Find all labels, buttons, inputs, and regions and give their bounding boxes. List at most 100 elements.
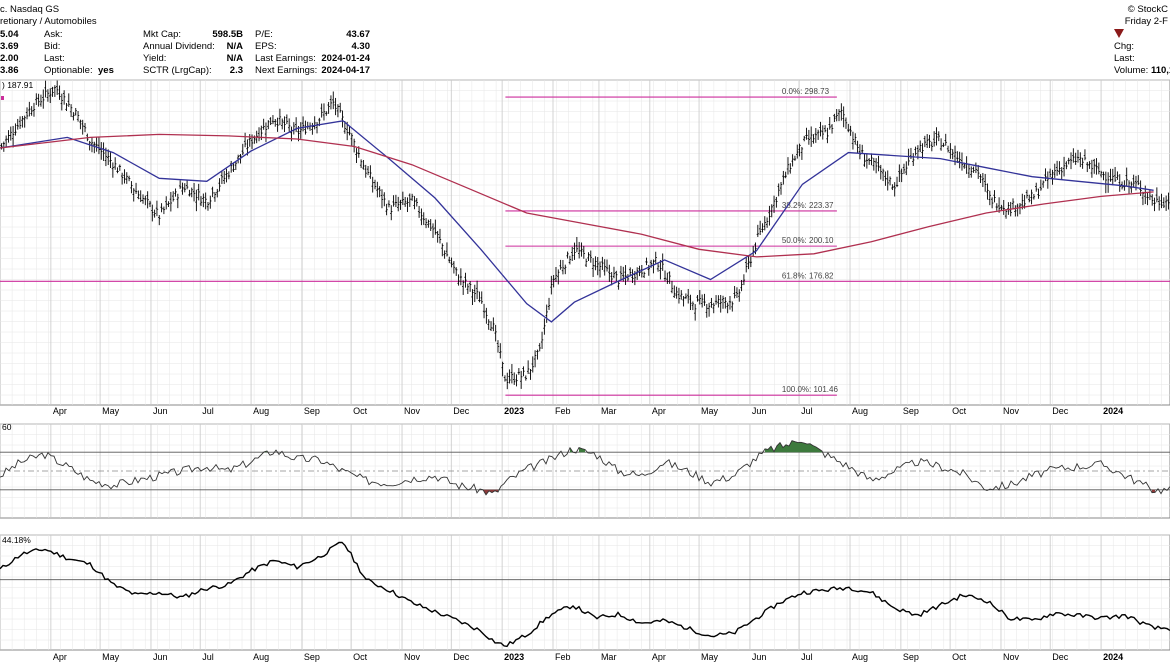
quote-price: 2.00 xyxy=(0,53,19,64)
price-x-tick: May xyxy=(102,406,120,416)
price-x-tick: Dec xyxy=(453,406,470,416)
relative-x-tick: Sep xyxy=(304,652,320,662)
fundamental-label: P/E: xyxy=(255,29,273,40)
relative-legend-value: 44.18% xyxy=(2,535,31,545)
relative-x-tick: Jun xyxy=(153,652,168,662)
fundamental-label: Last Earnings: xyxy=(255,53,316,64)
volume-row: Volume: 110,1 xyxy=(1114,65,1170,77)
moving-average-line xyxy=(0,120,1154,323)
quote-label: Ask: xyxy=(44,29,63,40)
price-x-tick: Nov xyxy=(1003,406,1020,416)
relative-x-tick: 2023 xyxy=(504,652,524,662)
price-x-tick: Aug xyxy=(253,406,269,416)
fundamental-value: 4.30 xyxy=(351,41,371,52)
fundamental-value: 43.67 xyxy=(346,29,370,40)
volume-value: 110,1 xyxy=(1150,65,1170,76)
fundamental-label: Next Earnings: xyxy=(255,65,318,76)
retracement-label: 38.2%: 223.37 xyxy=(782,201,834,210)
quote-value: yes xyxy=(98,65,114,76)
quote-label: Optionable: xyxy=(44,65,93,76)
relative-x-tick: Jun xyxy=(752,652,767,662)
retracement-label: 61.8%: 176.82 xyxy=(782,271,834,280)
retracement-label: 50.0%: 200.10 xyxy=(782,236,834,245)
price-x-tick: Oct xyxy=(353,406,368,416)
relative-x-tick: May xyxy=(102,652,120,662)
fundamental-label: Annual Dividend: xyxy=(143,41,215,52)
relative-x-tick: Aug xyxy=(253,652,269,662)
fundamental-value: 2.3 xyxy=(229,65,243,76)
price-x-tick: Sep xyxy=(304,406,320,416)
price-x-tick: 2024 xyxy=(1103,406,1123,416)
last-label: Last: xyxy=(1114,53,1135,64)
down-triangle-icon xyxy=(1114,29,1124,38)
retracement-label: 0.0%: 298.73 xyxy=(782,87,830,96)
price-bars xyxy=(0,80,1170,390)
price-x-tick: Nov xyxy=(404,406,421,416)
relative-x-tick: Apr xyxy=(53,652,67,662)
relative-x-tick: Nov xyxy=(1003,652,1020,662)
relative-x-tick: Sep xyxy=(903,652,919,662)
price-x-tick: Feb xyxy=(555,406,571,416)
relative-x-tick: Dec xyxy=(1052,652,1069,662)
sector-label: retionary / Automobiles xyxy=(0,16,97,27)
price-legend-marker xyxy=(1,96,4,100)
fundamental-value: 2024-04-17 xyxy=(321,65,370,76)
fundamental-value: N/A xyxy=(226,53,243,64)
exchange-label: c. Nasdaq GS xyxy=(0,4,60,15)
volume-label: Volume: xyxy=(1114,65,1149,76)
relative-line xyxy=(0,541,1170,648)
fundamental-label: Mkt Cap: xyxy=(143,29,182,40)
oscillator-line xyxy=(0,440,1170,496)
relative-panel xyxy=(0,534,1170,651)
price-x-tick: Oct xyxy=(952,406,967,416)
price-panel xyxy=(0,79,1170,406)
quote-price: 3.69 xyxy=(0,41,19,52)
oscillator-legend-value: 60 xyxy=(2,422,12,432)
price-x-tick: Mar xyxy=(601,406,617,416)
price-x-tick: 2023 xyxy=(504,406,524,416)
price-x-tick: Dec xyxy=(1052,406,1069,416)
relative-x-tick: Apr xyxy=(652,652,666,662)
price-x-tick: Jul xyxy=(202,406,214,416)
fundamental-value: N/A xyxy=(226,41,243,52)
price-x-tick: Sep xyxy=(903,406,919,416)
relative-x-tick: Aug xyxy=(852,652,868,662)
relative-x-tick: Feb xyxy=(555,652,571,662)
price-x-tick: Jul xyxy=(801,406,813,416)
moving-average-line xyxy=(0,133,1154,258)
price-x-tick: Apr xyxy=(652,406,666,416)
price-legend-value: ) 187.91 xyxy=(2,80,33,90)
relative-x-tick: 2024 xyxy=(1103,652,1123,662)
fundamental-label: EPS: xyxy=(255,41,277,52)
fundamental-value: 598.5B xyxy=(212,29,243,40)
relative-x-tick: Jul xyxy=(801,652,813,662)
price-panel-frame xyxy=(0,79,1170,406)
fundamental-label: Yield: xyxy=(143,53,167,64)
relative-panel-frame xyxy=(0,534,1170,651)
price-x-tick: Jun xyxy=(153,406,168,416)
relative-x-tick: Oct xyxy=(353,652,368,662)
price-x-tick: Aug xyxy=(852,406,868,416)
relative-x-tick: Mar xyxy=(601,652,617,662)
price-x-tick: Apr xyxy=(53,406,67,416)
relative-x-tick: Jul xyxy=(202,652,214,662)
relative-x-tick: Dec xyxy=(453,652,470,662)
oversold-fill xyxy=(1152,489,1155,493)
quote-price: 5.04 xyxy=(0,29,19,40)
date-label: Friday 2-F xyxy=(1124,16,1168,27)
quote-label: Bid: xyxy=(44,41,61,52)
relative-x-tick: Nov xyxy=(404,652,421,662)
quote-label: Last: xyxy=(44,53,65,64)
relative-x-tick: Oct xyxy=(952,652,967,662)
relative-x-tick: May xyxy=(701,652,719,662)
chg-label: Chg: xyxy=(1114,41,1135,52)
retracement-label: 100.0%: 101.46 xyxy=(782,385,839,394)
price-x-tick: Jun xyxy=(752,406,767,416)
fundamental-label: SCTR (LrgCap): xyxy=(143,65,212,76)
fundamental-value: 2024-01-24 xyxy=(321,53,370,64)
price-x-tick: May xyxy=(701,406,719,416)
overbought-fill xyxy=(579,447,585,453)
quote-price: 3.86 xyxy=(0,65,19,76)
